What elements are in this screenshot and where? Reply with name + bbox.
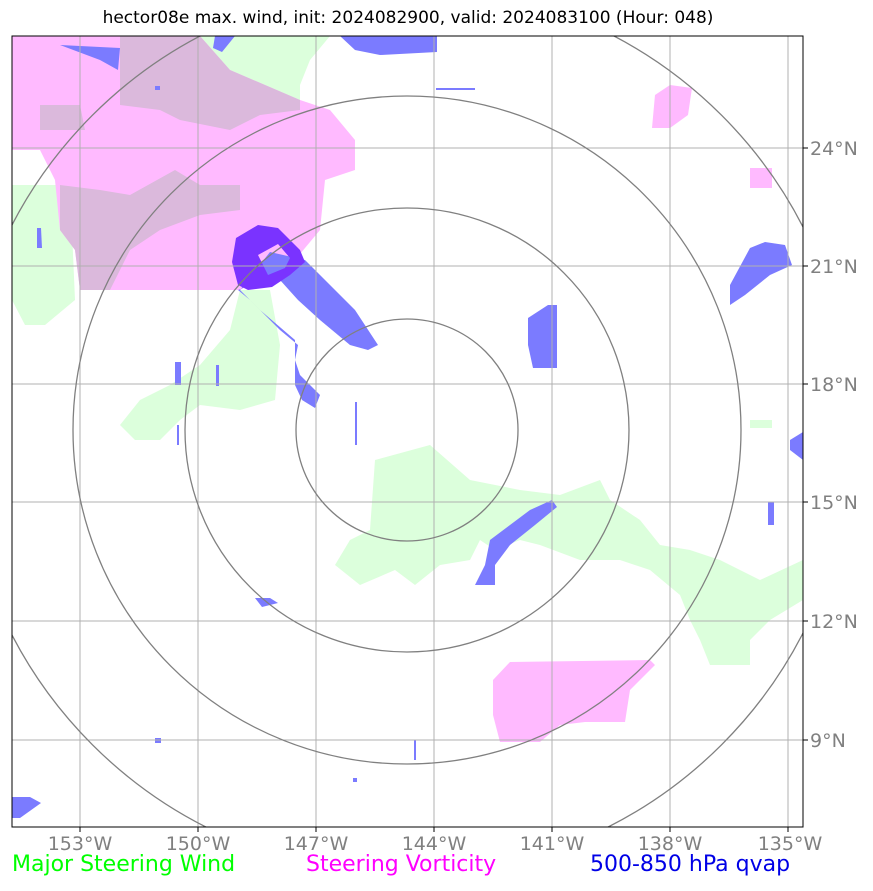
lon-label: 153°W <box>48 833 113 855</box>
lat-label: 21°N <box>810 256 858 278</box>
map-title: hector08e max. wind, init: 2024082900, v… <box>102 8 714 28</box>
lat-label: 9°N <box>810 730 846 752</box>
graticule <box>12 36 803 827</box>
legend-steering-wind: Major Steering Wind <box>12 852 236 877</box>
tick-marks <box>79 147 808 832</box>
qvap-fill <box>12 36 803 818</box>
longitude-labels: 153°W 150°W 147°W 144°W 141°W 138°W 135°… <box>48 833 823 855</box>
lat-label: 24°N <box>810 138 858 160</box>
legend-qvap: 500-850 hPa qvap <box>590 852 791 877</box>
lon-label: 141°W <box>520 833 585 855</box>
lon-label: 144°W <box>402 833 467 855</box>
lon-label: 150°W <box>166 833 231 855</box>
lat-label: 15°N <box>810 492 858 514</box>
lon-label: 147°W <box>284 833 349 855</box>
steering-vorticity-fill <box>12 36 772 742</box>
lon-label: 138°W <box>638 833 703 855</box>
latitude-labels: 24°N 21°N 18°N 15°N 12°N 9°N <box>810 138 858 752</box>
lat-label: 12°N <box>810 611 858 633</box>
lat-label: 18°N <box>810 374 858 396</box>
legend-steering-vorticity: Steering Vorticity <box>306 852 497 877</box>
lon-label: 135°W <box>758 833 823 855</box>
wind-vorticity-overlap <box>40 36 300 290</box>
map-frame <box>11 35 804 828</box>
field-layer <box>12 36 803 827</box>
range-rings <box>12 36 803 827</box>
